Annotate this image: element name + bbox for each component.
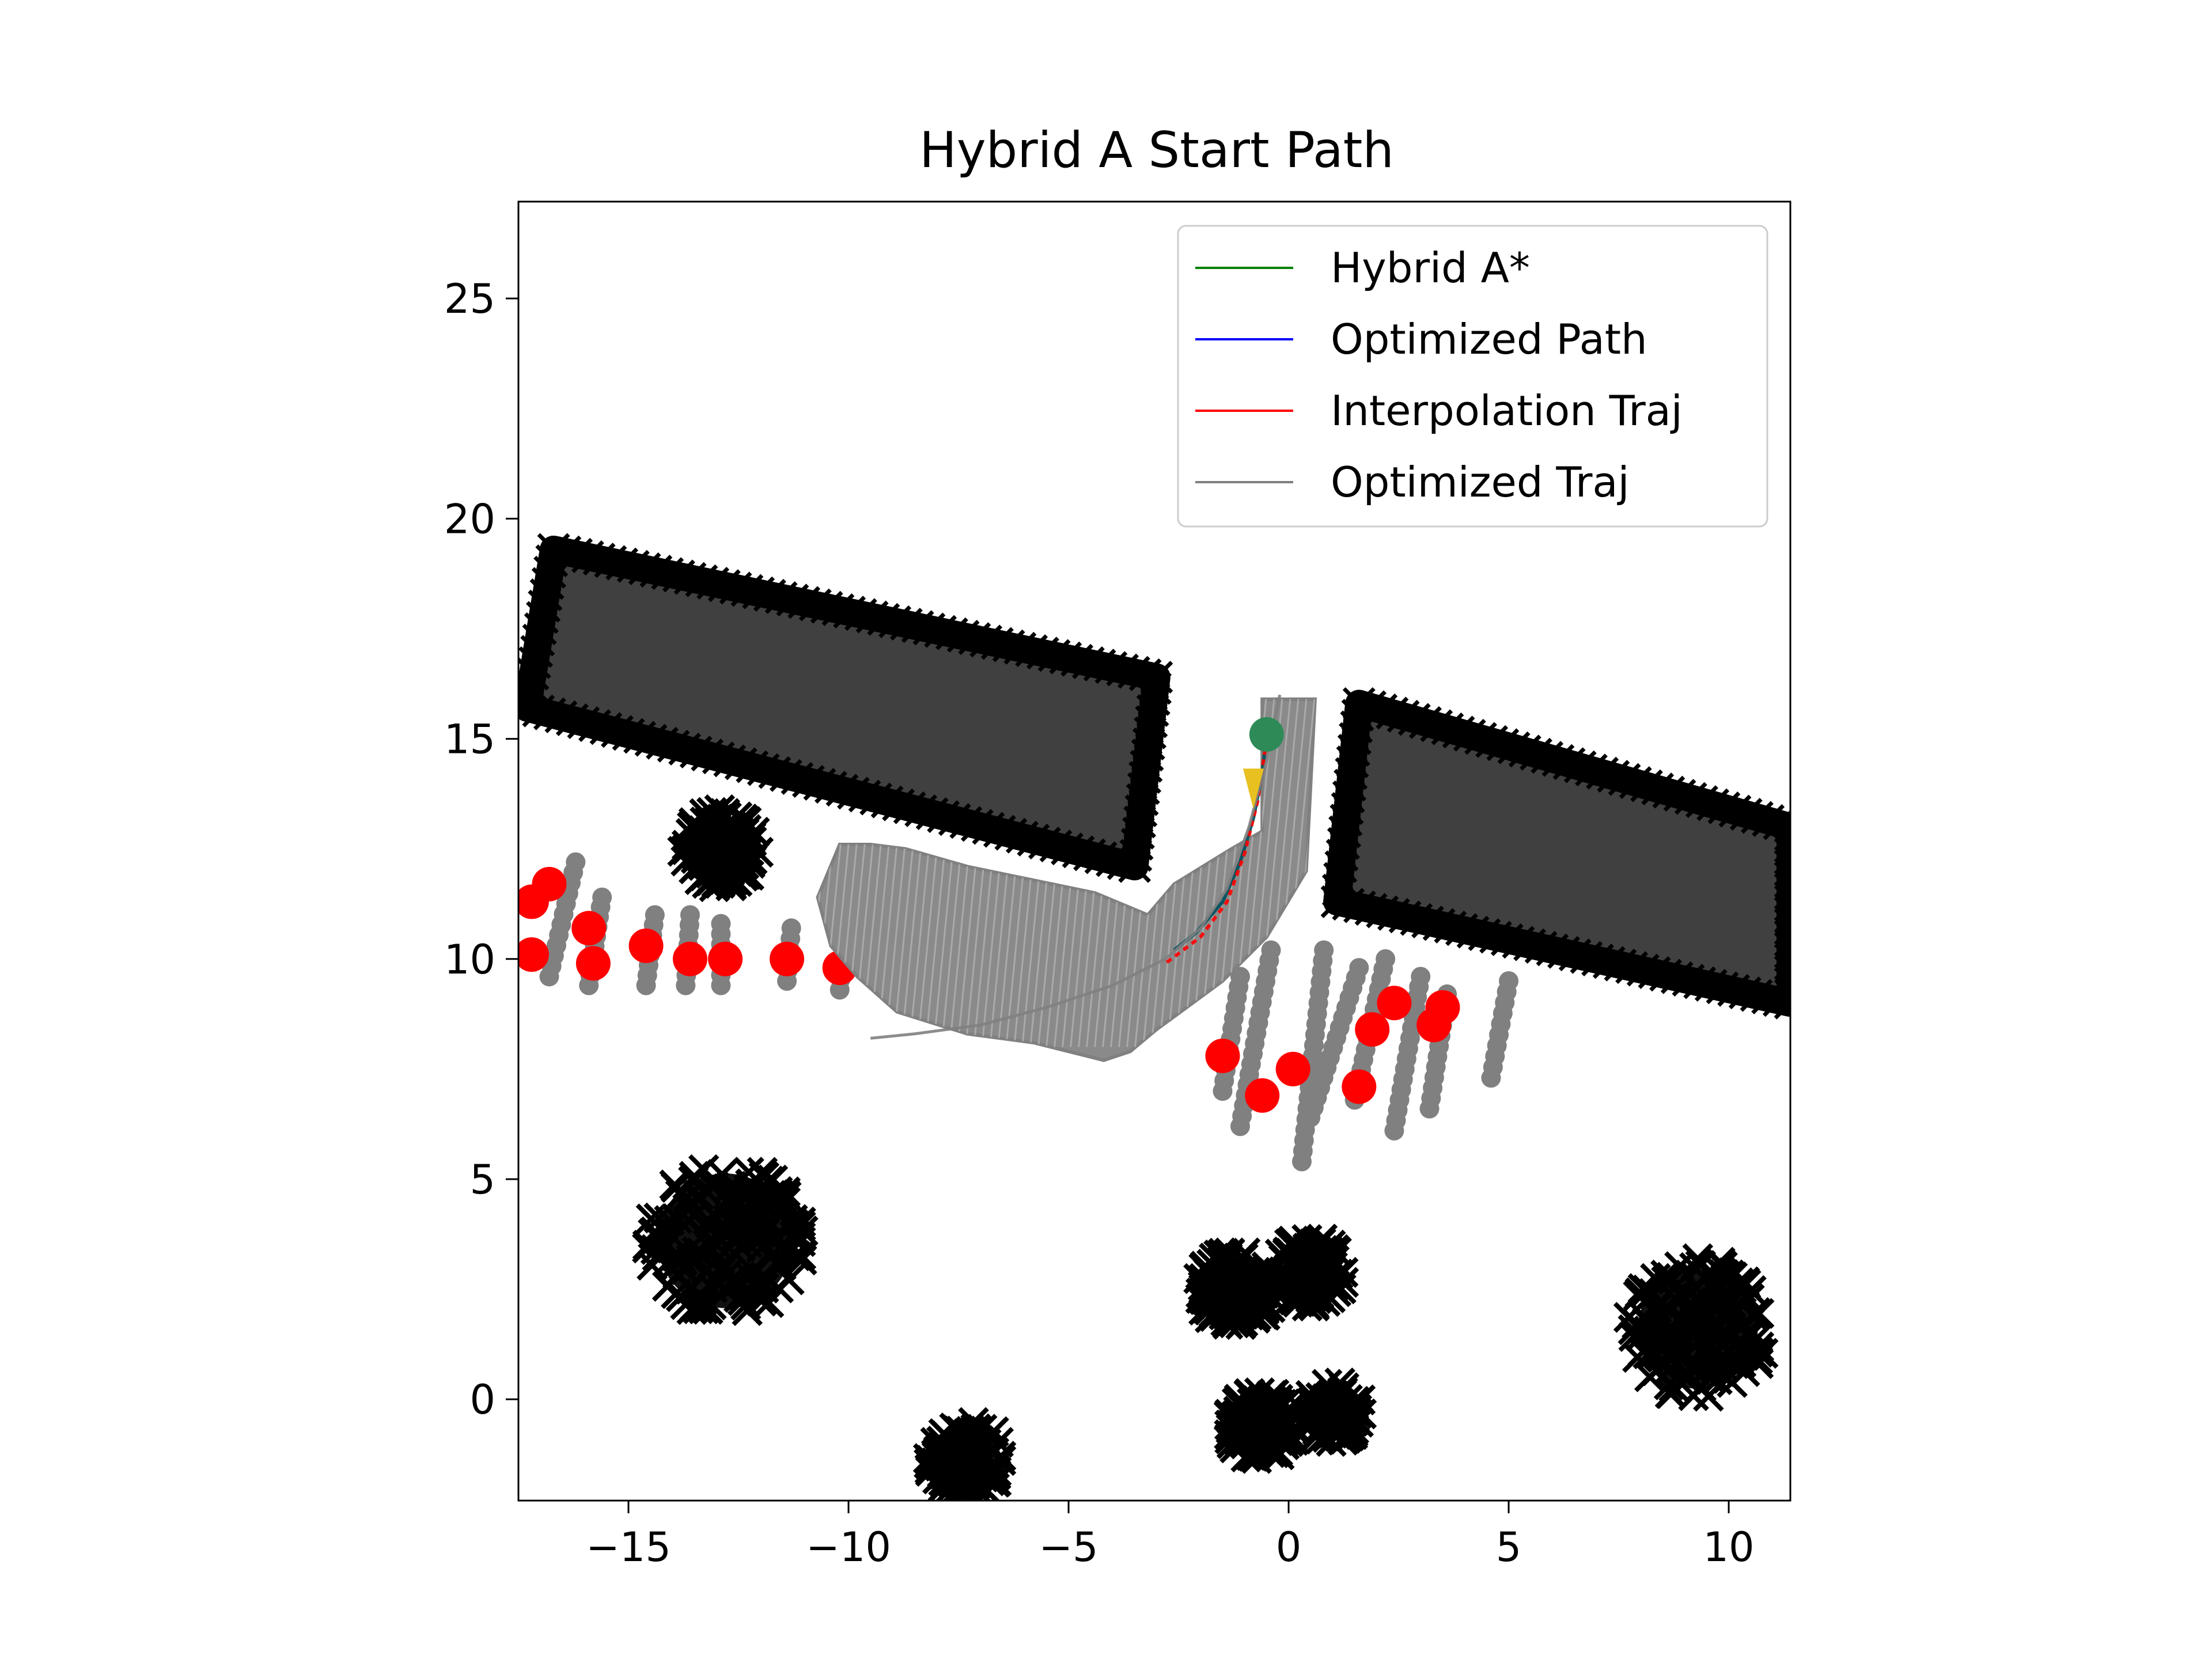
grey-dot — [592, 887, 612, 907]
grey-dot-column — [1481, 971, 1519, 1088]
grey-dot-column — [539, 852, 586, 987]
red-marker — [628, 928, 664, 963]
obstacle — [1613, 1243, 1779, 1412]
legend-entry: Optimized Traj — [1195, 458, 1630, 506]
plot-frame — [517, 200, 1791, 1502]
red-marker — [1355, 1012, 1390, 1047]
grey-dot — [1349, 958, 1369, 978]
x-tick-label: 0 — [1276, 1524, 1302, 1571]
obstacle — [912, 1407, 1017, 1501]
grey-dot-column — [1301, 958, 1369, 1127]
grey-dot — [680, 905, 700, 925]
obstacle-crosses — [667, 794, 774, 903]
x-tick-label: −10 — [806, 1524, 891, 1571]
obstacle — [632, 1154, 819, 1327]
y-tick-label: 0 — [469, 1376, 495, 1423]
obstacle-crosses — [632, 1154, 819, 1327]
plot-area — [518, 533, 1790, 1501]
parked-slot — [518, 533, 1173, 883]
x-tick-label: −5 — [1039, 1524, 1098, 1571]
red-marker — [1425, 990, 1460, 1025]
parked-slot — [1320, 687, 1790, 1020]
y-tick-label: 10 — [444, 936, 495, 983]
red-marker — [571, 911, 607, 946]
obstacle — [1213, 1377, 1311, 1474]
legend-entry: Optimized Path — [1195, 315, 1647, 363]
grey-dot — [1411, 967, 1431, 987]
grey-dot — [1314, 940, 1334, 960]
red-marker — [1342, 1069, 1377, 1104]
obstacle-crosses — [1262, 1224, 1359, 1322]
grey-dot — [1230, 967, 1250, 987]
red-marker — [532, 866, 567, 902]
obstacle — [667, 794, 774, 903]
grey-dot — [1499, 971, 1519, 991]
obstacle — [1262, 1224, 1359, 1322]
x-axis: −15 −10 −5 0 5 10 — [586, 1501, 1755, 1571]
red-marker — [708, 941, 743, 976]
y-tick-label: 25 — [444, 275, 495, 323]
y-axis: 0 5 10 15 20 25 — [444, 275, 518, 1423]
red-marker — [672, 941, 707, 976]
grey-dot-column — [1230, 940, 1281, 1137]
red-marker — [575, 946, 611, 981]
parked-slot-outline — [518, 533, 1173, 883]
legend-entry: Interpolation Traj — [1195, 387, 1683, 435]
grey-dot — [645, 905, 665, 925]
obstacle-crosses — [912, 1407, 1017, 1501]
start-marker — [1249, 717, 1284, 752]
legend-frame — [1177, 225, 1768, 528]
end-marker — [1243, 768, 1264, 809]
grey-dot-column — [1384, 967, 1431, 1141]
obstacle-layer — [518, 533, 1790, 1501]
y-tick-label: 15 — [444, 716, 495, 763]
grey-dot — [711, 914, 731, 934]
parked-slot-body — [1323, 690, 1790, 1017]
legend-entry: Hybrid A* — [1195, 244, 1530, 292]
parked-slot-outline — [1320, 687, 1790, 1020]
legend-label: Interpolation Traj — [1331, 387, 1683, 435]
series-line — [870, 694, 1282, 1040]
red-marker — [518, 937, 549, 972]
obstacle-crosses — [1288, 1367, 1377, 1457]
obstacle — [1183, 1237, 1290, 1340]
legend-label: Optimized Path — [1331, 315, 1647, 363]
red-marker — [1377, 986, 1412, 1021]
legend: Hybrid A* Optimized Path Interpolation Tra… — [1177, 225, 1768, 528]
red-marker — [1275, 1051, 1310, 1086]
red-marker — [770, 941, 805, 976]
legend-label: Hybrid A* — [1331, 244, 1530, 292]
grey-dot — [1376, 949, 1396, 969]
obstacle-crosses — [1613, 1243, 1779, 1412]
red-marker — [1245, 1078, 1280, 1113]
chart-title: Hybrid A Start Path — [919, 122, 1394, 179]
obstacle-crosses — [1183, 1237, 1290, 1340]
red-marker — [1205, 1038, 1240, 1073]
grey-dot — [1261, 940, 1281, 960]
x-tick-label: 10 — [1703, 1524, 1754, 1571]
grey-dot — [566, 852, 586, 872]
x-tick-label: −15 — [586, 1524, 671, 1571]
series-layer — [870, 694, 1284, 1040]
y-tick-label: 5 — [469, 1156, 495, 1203]
trajectory-dots-layer — [518, 852, 1519, 1172]
x-tick-label: 5 — [1496, 1524, 1522, 1571]
grey-dot — [781, 918, 801, 938]
obstacle — [1288, 1367, 1377, 1457]
legend-label: Optimized Traj — [1331, 458, 1630, 506]
y-tick-label: 20 — [444, 495, 495, 543]
